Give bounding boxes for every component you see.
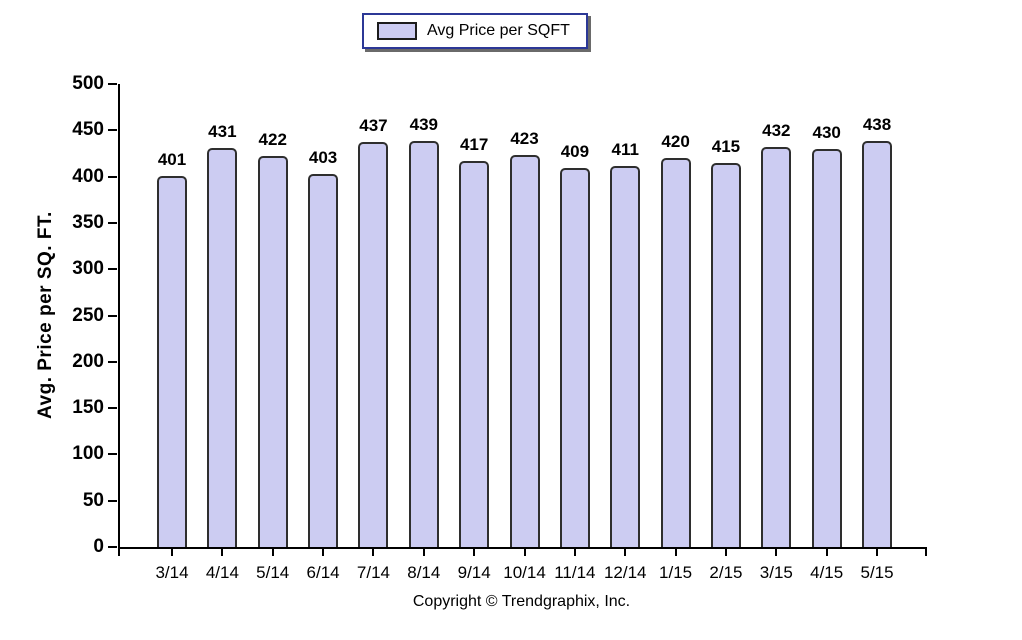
x-axis-tick xyxy=(523,549,526,556)
x-axis-tick xyxy=(422,549,425,556)
bar-value-label: 422 xyxy=(258,130,287,150)
x-axis-tick-label: 4/15 xyxy=(810,563,844,582)
x-axis-tick-label: 4/14 xyxy=(205,563,239,582)
x-axis-tick-label: 12/14 xyxy=(603,563,647,582)
bar xyxy=(559,168,590,547)
x-axis-tick xyxy=(825,549,828,556)
x-axis-tick xyxy=(876,549,879,556)
bar xyxy=(610,166,641,547)
x-axis-tick-label: 10/14 xyxy=(503,563,546,582)
x-axis-tick xyxy=(171,549,173,556)
x-axis-tick-label: 7/14 xyxy=(356,563,390,582)
bar xyxy=(157,175,187,547)
x-axis-tick xyxy=(775,549,778,556)
bar xyxy=(811,148,842,547)
y-axis-tick-label: 150 xyxy=(72,397,104,419)
x-axis-tick xyxy=(624,549,627,556)
x-axis-tick-label: 8/14 xyxy=(407,563,441,582)
bar-value-label: 432 xyxy=(762,120,791,140)
y-axis-tick xyxy=(108,499,117,502)
x-axis-tick-label: 5/15 xyxy=(860,563,894,582)
x-axis-tick xyxy=(674,549,677,556)
y-axis-tick-label: 50 xyxy=(82,489,104,511)
x-axis-tick xyxy=(473,549,476,556)
bar xyxy=(308,173,339,547)
y-axis-tick xyxy=(108,546,117,548)
bar xyxy=(660,158,691,547)
x-axis-origin-tick xyxy=(118,549,120,556)
x-axis-tick-label: 5/14 xyxy=(256,563,290,582)
bar-value-label: 409 xyxy=(560,142,590,162)
y-axis-tick xyxy=(108,360,117,363)
x-axis-tick-label: 2/15 xyxy=(709,563,743,582)
bar xyxy=(257,156,288,547)
bar-value-label: 430 xyxy=(812,122,841,142)
x-axis-tick-label: 3/14 xyxy=(155,563,189,582)
bar xyxy=(459,160,490,547)
y-axis-tick-label: 200 xyxy=(72,350,104,372)
legend-label: Avg Price per SQFT xyxy=(427,22,570,39)
bar xyxy=(358,142,389,547)
x-axis-tick xyxy=(322,549,325,556)
x-axis-tick xyxy=(271,549,274,556)
bar xyxy=(761,146,792,547)
bar-value-label: 437 xyxy=(359,116,388,136)
bar-value-label: 417 xyxy=(459,134,489,154)
y-axis-tick-label: 500 xyxy=(72,73,104,94)
x-axis-tick-label: 11/14 xyxy=(554,563,596,582)
bar xyxy=(509,155,540,547)
bar xyxy=(862,141,893,547)
x-axis-end-tick xyxy=(925,549,927,556)
copyright-text: Copyright © Trendgraphix, Inc. xyxy=(412,593,631,610)
bar-value-label: 411 xyxy=(611,140,639,160)
bar-value-label: 401 xyxy=(157,149,187,169)
x-axis-tick xyxy=(372,549,375,556)
x-axis-tick xyxy=(573,549,576,556)
y-axis-tick xyxy=(108,453,117,456)
y-axis-tick-label: 0 xyxy=(93,536,104,557)
y-axis-tick xyxy=(108,221,117,224)
y-axis-tick xyxy=(108,407,117,410)
y-axis-tick-label: 100 xyxy=(72,443,104,465)
x-axis-tick-label: 9/14 xyxy=(457,563,491,582)
legend: Avg Price per SQFT xyxy=(362,13,588,49)
legend-swatch xyxy=(377,22,417,40)
bar xyxy=(408,140,439,547)
x-axis-tick xyxy=(221,549,224,556)
bar-value-label: 431 xyxy=(208,121,237,141)
y-axis-tick xyxy=(108,175,117,178)
x-axis-tick-label: 1/15 xyxy=(659,563,693,582)
y-axis-tick xyxy=(108,129,117,132)
plot-area: 0 50 100 150 200 250 300 350 400 450 500 401 3/14 431… xyxy=(72,74,927,582)
y-axis-tick-label: 450 xyxy=(72,119,104,141)
y-axis-tick-label: 250 xyxy=(72,304,104,326)
x-axis-tick-label: 6/14 xyxy=(306,563,340,582)
x-axis-tick-label: 3/15 xyxy=(759,563,793,582)
y-axis-tick-label: 400 xyxy=(72,165,104,187)
bar-value-label: 420 xyxy=(661,132,690,152)
y-axis-tick xyxy=(108,314,117,317)
x-axis-tick xyxy=(724,549,727,556)
bar-value-label: 438 xyxy=(862,115,892,135)
bar xyxy=(207,147,238,547)
bar xyxy=(710,162,741,547)
bar-value-label: 423 xyxy=(510,129,539,149)
y-axis-tick-label: 300 xyxy=(72,258,104,280)
y-axis-tick-label: 350 xyxy=(72,211,104,233)
bar-value-label: 403 xyxy=(308,147,338,167)
bar-value-label: 439 xyxy=(409,114,438,134)
y-axis-tick xyxy=(108,83,117,85)
y-axis-tick xyxy=(108,268,117,271)
bar-value-label: 415 xyxy=(711,136,741,156)
